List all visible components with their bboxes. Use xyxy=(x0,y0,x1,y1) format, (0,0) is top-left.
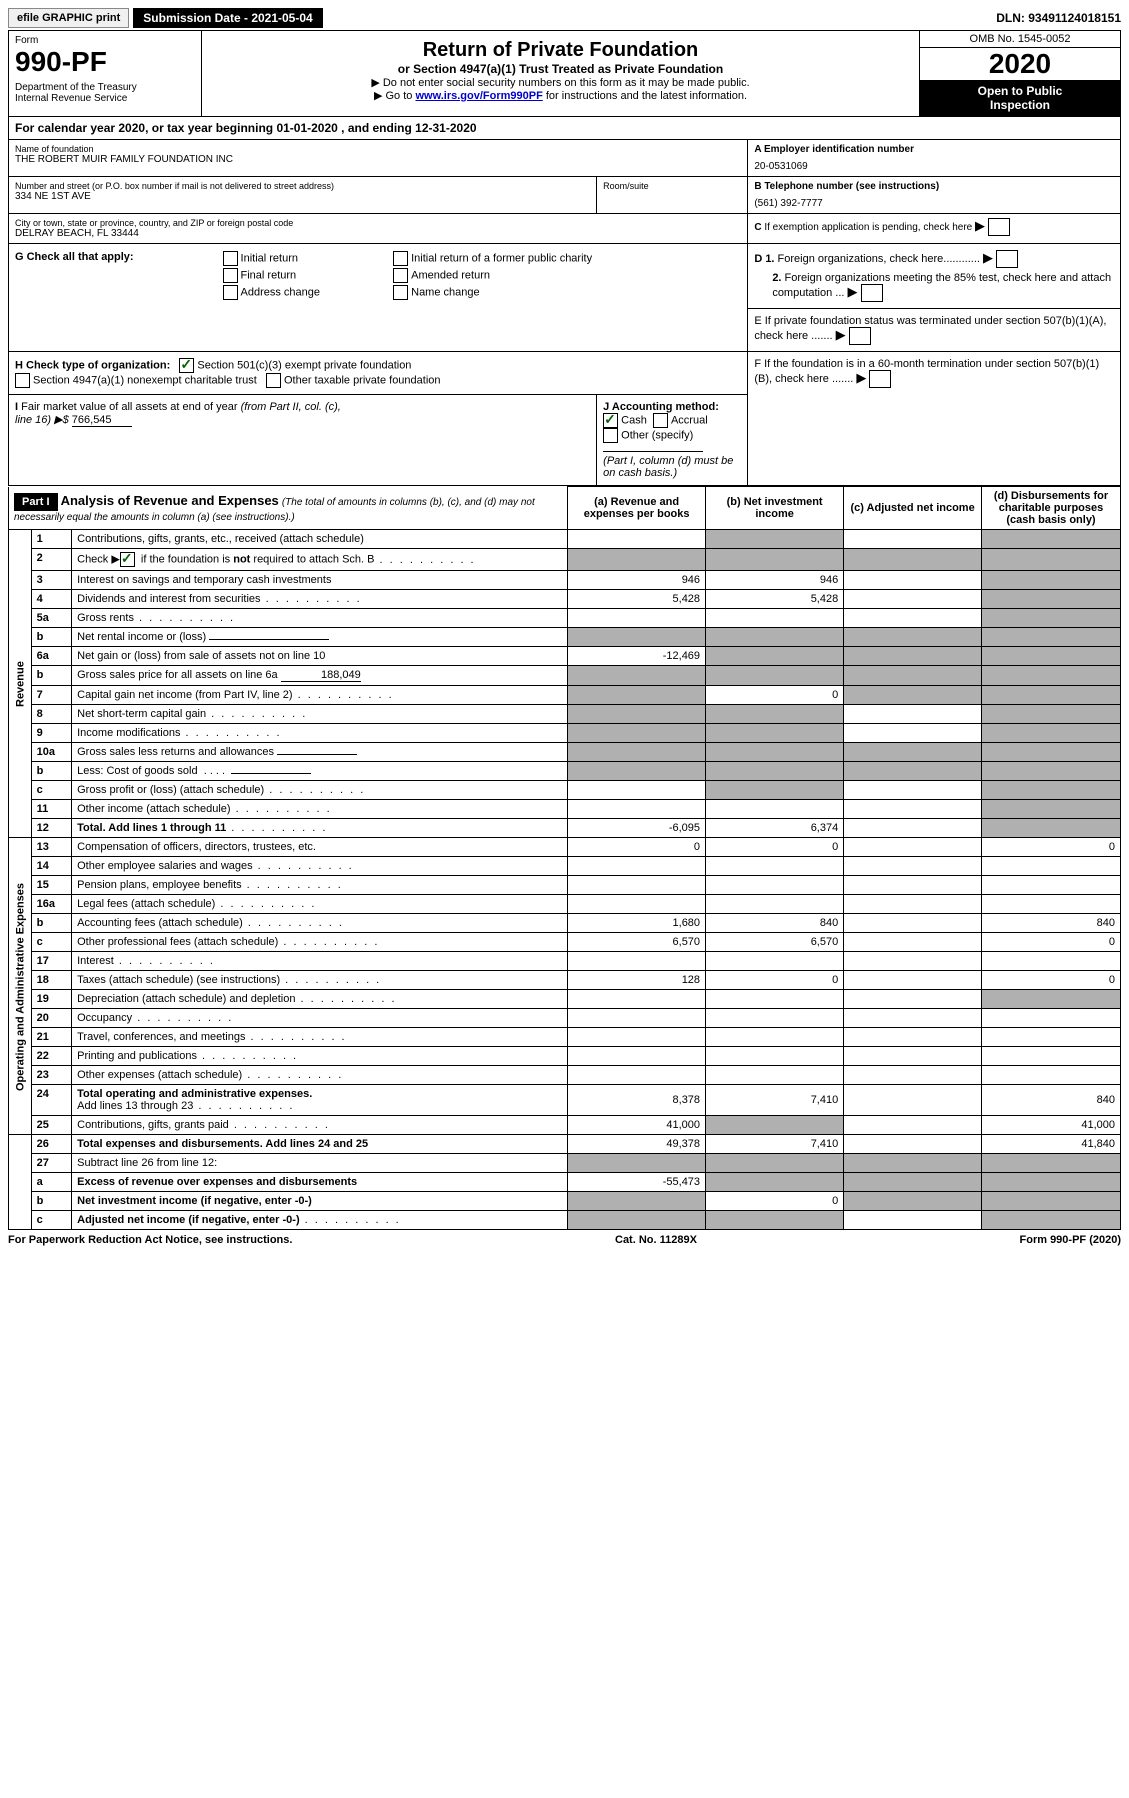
street-label: Number and street (or P.O. box number if… xyxy=(15,181,590,191)
d2-label: 2. Foreign organizations meeting the 85%… xyxy=(754,272,1114,302)
checkbox-f[interactable] xyxy=(869,370,891,388)
checkbox-c[interactable] xyxy=(988,218,1010,236)
calendar-year-bar: For calendar year 2020, or tax year begi… xyxy=(8,117,1121,140)
col-d-header: (d) Disbursements for charitable purpose… xyxy=(981,487,1120,530)
j-label: J Accounting method: xyxy=(603,401,719,413)
checkbox-d2[interactable] xyxy=(861,284,883,302)
instruction-1: ▶ Do not enter social security numbers o… xyxy=(208,76,913,89)
expense-section: Operating and Administrative Expenses xyxy=(9,838,32,1135)
form-subtitle: or Section 4947(a)(1) Trust Treated as P… xyxy=(208,62,913,76)
col-c-header: (c) Adjusted net income xyxy=(844,487,982,530)
checkbox-other-tax[interactable] xyxy=(266,373,281,388)
phone-label: B Telephone number (see instructions) xyxy=(754,181,1114,192)
tax-year: 2020 xyxy=(920,48,1120,80)
checkbox-initial[interactable] xyxy=(223,251,238,266)
c-label: C If exemption application is pending, c… xyxy=(754,222,972,233)
checkbox-501c3[interactable] xyxy=(179,358,194,373)
part1-header: Part I xyxy=(14,493,58,511)
revenue-section: Revenue xyxy=(9,530,32,838)
checkbox-cash[interactable] xyxy=(603,413,618,428)
form-number: 990-PF xyxy=(15,46,195,78)
ein: 20-0531069 xyxy=(754,161,1114,172)
checkbox-amended[interactable] xyxy=(393,268,408,283)
d1-label: D 1. Foreign organizations, check here..… xyxy=(754,250,1114,268)
city: DELRAY BEACH, FL 33444 xyxy=(15,228,741,239)
open-public: Open to Public Inspection xyxy=(920,80,1120,116)
efile-button[interactable]: efile GRAPHIC print xyxy=(8,8,129,28)
dln: DLN: 93491124018151 xyxy=(996,11,1121,25)
form-label: Form xyxy=(15,35,195,46)
city-label: City or town, state or province, country… xyxy=(15,218,741,228)
footer-cat: Cat. No. 11289X xyxy=(615,1234,697,1246)
i-label: I xyxy=(15,401,18,413)
checkbox-final[interactable] xyxy=(223,268,238,283)
street: 334 NE 1ST AVE xyxy=(15,191,590,202)
irs-link[interactable]: www.irs.gov/Form990PF xyxy=(415,90,542,102)
checkbox-name[interactable] xyxy=(393,285,408,300)
ein-label: A Employer identification number xyxy=(754,144,1114,155)
topbar: efile GRAPHIC print Submission Date - 20… xyxy=(8,8,1121,28)
fmv-value: 766,545 xyxy=(72,414,132,427)
checkbox-address[interactable] xyxy=(223,285,238,300)
checkbox-accrual[interactable] xyxy=(653,413,668,428)
h-label: H Check type of organization: xyxy=(15,360,170,372)
submission-date: Submission Date - 2021-05-04 xyxy=(133,8,322,28)
checkbox-e[interactable] xyxy=(849,327,871,345)
analysis-table: Part I Analysis of Revenue and Expenses … xyxy=(8,486,1121,1230)
room-label: Room/suite xyxy=(603,181,741,191)
checkbox-d1[interactable] xyxy=(996,250,1018,268)
phone: (561) 392-7777 xyxy=(754,198,1114,209)
footer-left: For Paperwork Reduction Act Notice, see … xyxy=(8,1234,292,1246)
footer: For Paperwork Reduction Act Notice, see … xyxy=(8,1234,1121,1246)
form-title: Return of Private Foundation xyxy=(208,39,913,62)
part1-title: Analysis of Revenue and Expenses xyxy=(61,493,279,508)
footer-form: Form 990-PF (2020) xyxy=(1020,1234,1122,1246)
entity-table: Name of foundation THE ROBERT MUIR FAMIL… xyxy=(8,140,1121,486)
e-label: E If private foundation status was termi… xyxy=(754,315,1106,342)
checkbox-initial-former[interactable] xyxy=(393,251,408,266)
f-label: F If the foundation is in a 60-month ter… xyxy=(754,358,1099,385)
omb: OMB No. 1545-0052 xyxy=(920,31,1120,48)
checkbox-schb[interactable] xyxy=(120,552,135,567)
col-b-header: (b) Net investment income xyxy=(706,487,844,530)
j-note: (Part I, column (d) must be on cash basi… xyxy=(603,455,733,479)
g-label: G Check all that apply: xyxy=(15,251,134,263)
header-table: Form 990-PF Department of the Treasury I… xyxy=(8,30,1121,117)
checkbox-4947[interactable] xyxy=(15,373,30,388)
instruction-2: ▶ Go to www.irs.gov/Form990PF for instru… xyxy=(208,89,913,102)
dept: Department of the Treasury Internal Reve… xyxy=(15,82,195,104)
name-label: Name of foundation xyxy=(15,144,741,154)
checkbox-other-method[interactable] xyxy=(603,428,618,443)
foundation-name: THE ROBERT MUIR FAMILY FOUNDATION INC xyxy=(15,154,741,165)
col-a-header: (a) Revenue and expenses per books xyxy=(568,487,706,530)
